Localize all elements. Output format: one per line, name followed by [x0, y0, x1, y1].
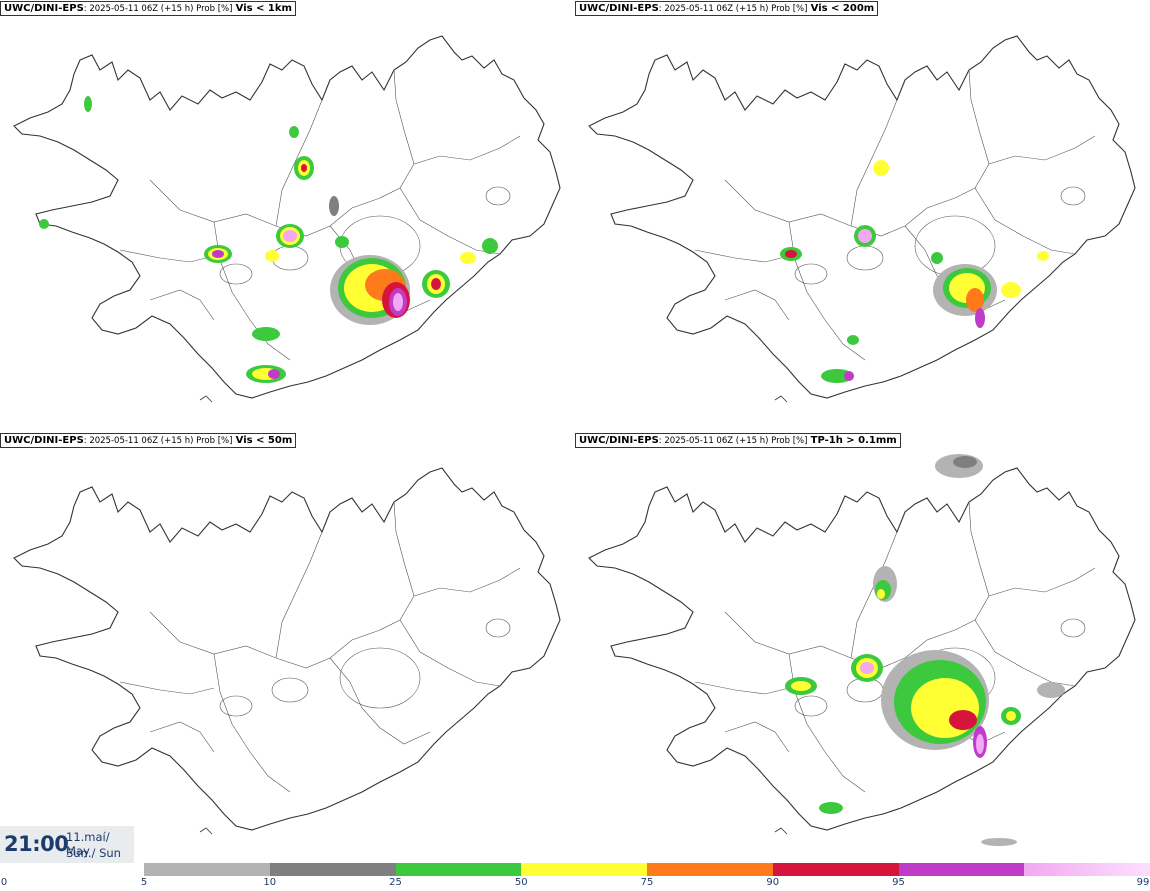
- run-info: : 2025-05-11 06Z (+15 h) Prob [%]: [83, 4, 233, 14]
- map-panel-precip: UWC/DINI-EPS: 2025-05-11 06Z (+15 h) Pro…: [575, 432, 1150, 862]
- model-name: UWC/DINI-EPS: [579, 435, 659, 446]
- iceland-map: [588, 454, 1136, 846]
- panel-title: UWC/DINI-EPS: 2025-05-11 06Z (+15 h) Pro…: [575, 1, 879, 16]
- model-name: UWC/DINI-EPS: [579, 3, 659, 14]
- color-bar-tick-label: 75: [640, 877, 654, 888]
- color-bar-tick-label: 0: [0, 877, 8, 888]
- color-bar-segment: [1024, 863, 1150, 876]
- run-info: : 2025-05-11 06Z (+15 h) Prob [%]: [83, 436, 233, 446]
- color-bar-tick-label: 5: [140, 877, 148, 888]
- color-bar-segment: [772, 863, 899, 876]
- probability-field: [39, 96, 498, 383]
- panel-title: UWC/DINI-EPS: 2025-05-11 06Z (+15 h) Pro…: [575, 433, 901, 448]
- run-info: : 2025-05-11 06Z (+15 h) Prob [%]: [658, 436, 808, 446]
- model-name: UWC/DINI-EPS: [4, 3, 84, 14]
- variable-name: TP-1h > 0.1mm: [810, 435, 897, 446]
- map-panel-vis-50m: UWC/DINI-EPS: 2025-05-11 06Z (+15 h) Pro…: [0, 432, 575, 862]
- color-bar-segment: [647, 863, 774, 876]
- map-panel-vis-200m: UWC/DINI-EPS: 2025-05-11 06Z (+15 h) Pro…: [575, 0, 1150, 430]
- probability-field: [785, 454, 1065, 846]
- color-bar-tick-label: 25: [389, 877, 402, 888]
- panel-title: UWC/DINI-EPS: 2025-05-11 06Z (+15 h) Pro…: [0, 1, 296, 16]
- variable-name: Vis < 200m: [810, 3, 875, 14]
- color-bar-tick-label: 95: [892, 877, 905, 888]
- map-panel-vis-1km: UWC/DINI-EPS: 2025-05-11 06Z (+15 h) Pro…: [0, 0, 575, 430]
- color-bar-segment: [521, 863, 648, 876]
- color-bar-segment: [898, 863, 1025, 876]
- valid-date: 11.maí/ May: [66, 830, 110, 858]
- model-name: UWC/DINI-EPS: [4, 435, 84, 446]
- probability-field: [780, 160, 1049, 383]
- variable-name: Vis < 50m: [235, 435, 293, 446]
- variable-name: Vis < 1km: [235, 3, 292, 14]
- color-bar: [144, 863, 1150, 876]
- color-bar-segment: [395, 863, 522, 876]
- color-bar-tick-label: 90: [766, 877, 780, 888]
- valid-time-box: 21:00 11.maí/ May Sun./ Sun: [0, 826, 134, 863]
- panel-title: UWC/DINI-EPS: 2025-05-11 06Z (+15 h) Pro…: [0, 433, 297, 448]
- valid-time: 21:00: [4, 832, 69, 856]
- run-info: : 2025-05-11 06Z (+15 h) Prob [%]: [658, 4, 808, 14]
- iceland-map: [13, 467, 561, 835]
- color-bar-segment: [269, 863, 396, 876]
- valid-weekday: Sun./ Sun: [66, 846, 121, 860]
- iceland-map: [13, 35, 561, 403]
- iceland-map: [588, 35, 1136, 403]
- color-bar-tick-label: 10: [263, 877, 277, 888]
- color-bar-tick-label: 50: [514, 877, 528, 888]
- color-bar-segment: [144, 863, 271, 876]
- color-bar-tick-label: 99: [1136, 877, 1150, 888]
